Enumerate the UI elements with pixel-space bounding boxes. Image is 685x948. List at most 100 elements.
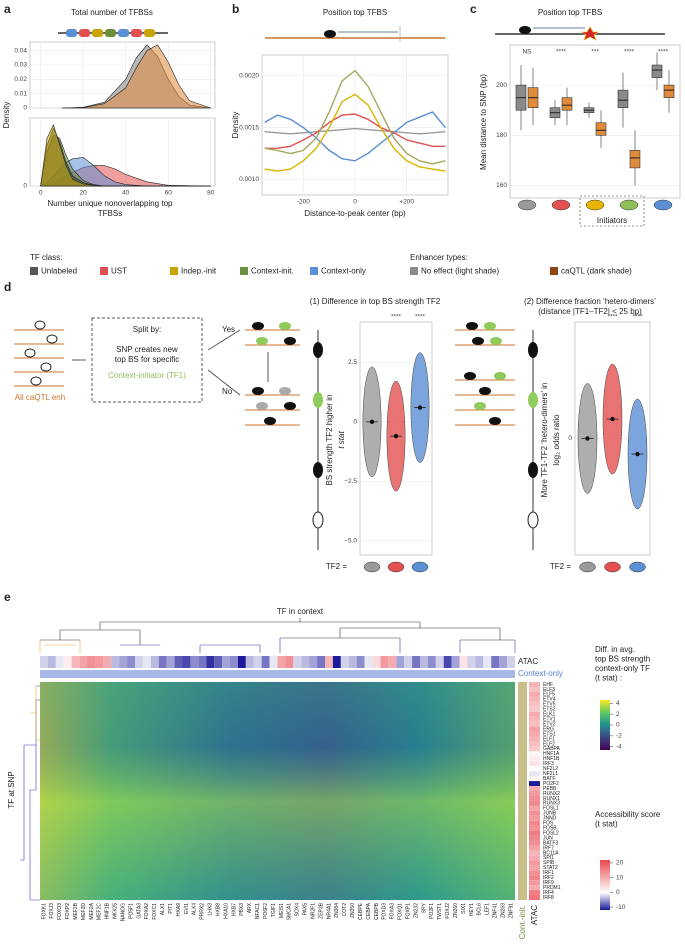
atac-cell — [158, 656, 167, 668]
column-label: TGIF1 — [271, 903, 277, 917]
significance: **** — [391, 314, 402, 321]
row-label: NF2L1 — [543, 771, 558, 777]
schematic-label: top BS for specific — [115, 355, 179, 364]
colorbar-title: Accessibility score — [595, 810, 661, 819]
column-label: PIT1 — [168, 903, 174, 914]
legend-title: Enhancer types: — [410, 253, 468, 262]
area — [61, 44, 211, 109]
legend-swatch — [100, 267, 108, 275]
legend-label: caQTL (dark shade) — [561, 267, 632, 276]
colorbar-title: (t stat) — [595, 820, 618, 829]
strip-label: ATAC — [530, 905, 539, 925]
legend-label: No effect (light shade) — [421, 267, 499, 276]
atac-cell — [142, 656, 151, 668]
atac-cell — [529, 756, 540, 762]
atac-cell — [174, 656, 183, 668]
atac-cell — [529, 766, 540, 772]
atac-cell — [529, 682, 540, 687]
atac-cell — [529, 776, 540, 782]
initiators-box — [579, 195, 645, 227]
column-label: CEBPB — [374, 902, 380, 920]
colorbar — [600, 700, 610, 750]
atac-cell — [285, 656, 294, 668]
atac-cell — [40, 656, 48, 668]
column-label: FOXJ3 — [49, 903, 55, 919]
column-label: LHX3 — [208, 903, 214, 916]
line — [264, 113, 446, 149]
panel-title: (2) Difference fraction ‘hetero-dimers’ — [524, 297, 656, 306]
box — [595, 122, 607, 136]
plot-frame — [359, 321, 433, 556]
column-label: FOXQ1 — [398, 903, 404, 920]
atac-cell — [364, 656, 373, 668]
atac-cell — [293, 656, 302, 668]
panel-label: c — [470, 2, 477, 16]
row-label: JUNB — [543, 811, 557, 817]
violin-mean — [369, 419, 375, 425]
atac-cell — [529, 825, 540, 831]
column-label: MEF2B — [73, 902, 79, 919]
atac-cell — [309, 656, 318, 668]
column-label: CEBPA — [366, 902, 372, 919]
x-axis-label: TFBSs — [98, 209, 122, 218]
panel-title: (1) Difference in top BS strength TF2 — [310, 297, 441, 306]
position-pictogram — [265, 26, 665, 42]
row-label: IRF9 — [543, 880, 554, 886]
atac-cell — [529, 711, 540, 717]
row-label: ETS2 — [543, 707, 556, 713]
line — [264, 111, 446, 162]
row-label: PO2F2 — [543, 781, 559, 787]
y-tick-label: 200 — [496, 82, 507, 89]
column-label: ZN232 — [413, 903, 419, 918]
row-label: ELK1 — [543, 712, 555, 718]
atac-cell — [222, 656, 230, 668]
x-tick-label: 20 — [80, 190, 88, 197]
x-axis-label: Number unique nonoverlapping top — [48, 199, 174, 208]
column-label: FOXO3 — [57, 903, 63, 920]
x-tick-label: 0 — [353, 199, 357, 206]
y-tick-label: 2.5 — [348, 359, 357, 366]
dendrogram — [20, 618, 516, 901]
atac-cell — [529, 890, 540, 896]
atac-cell — [529, 686, 540, 692]
atac-cell — [529, 840, 540, 846]
y-axis-label: Density — [231, 112, 240, 139]
legend-label: Indep.-init — [181, 267, 217, 276]
violin-mean — [417, 405, 423, 410]
column-label: LEF1 — [485, 903, 491, 915]
column-label: ZNF91 — [508, 903, 514, 919]
legend-swatch — [170, 267, 178, 275]
line — [264, 93, 446, 172]
x-tick-label: 40 — [122, 190, 130, 197]
row-label: FOSB — [543, 825, 557, 831]
atac-cell — [529, 885, 540, 891]
atac-cell — [190, 656, 199, 668]
atac-cell — [372, 656, 381, 668]
row-label: JUN — [543, 835, 553, 841]
schematic-label: Context-initiator (TF1) — [108, 371, 186, 380]
class-marker — [551, 199, 571, 211]
legend-swatch — [310, 267, 318, 275]
column-label: FOXJ2 — [445, 903, 451, 919]
y-tick-label: 0.0010 — [239, 176, 259, 183]
atac-cell — [103, 656, 112, 668]
row-label: RUNX1 — [543, 796, 560, 802]
violin-mean — [635, 451, 640, 457]
row-label: FOSL2 — [543, 830, 559, 836]
row-label: ETV1 — [543, 716, 556, 722]
row-label: PRDM1 — [543, 885, 561, 891]
atac-cell — [529, 741, 540, 747]
atac-cell — [529, 721, 540, 727]
column-label: PAX5 — [303, 903, 309, 916]
y-axis-label: More TF1-TF2 ‘hetero-dimers’ in — [540, 383, 549, 498]
violin-mean — [393, 433, 399, 439]
column-label: HXA9 — [176, 903, 182, 916]
atac-cell — [529, 746, 540, 752]
atac-cell — [529, 731, 540, 737]
row-label: FOS — [543, 821, 554, 827]
atac-cell — [412, 656, 420, 668]
atac-cell — [529, 865, 540, 871]
atac-cell — [237, 656, 246, 668]
row-label: IRF3 — [543, 761, 554, 767]
